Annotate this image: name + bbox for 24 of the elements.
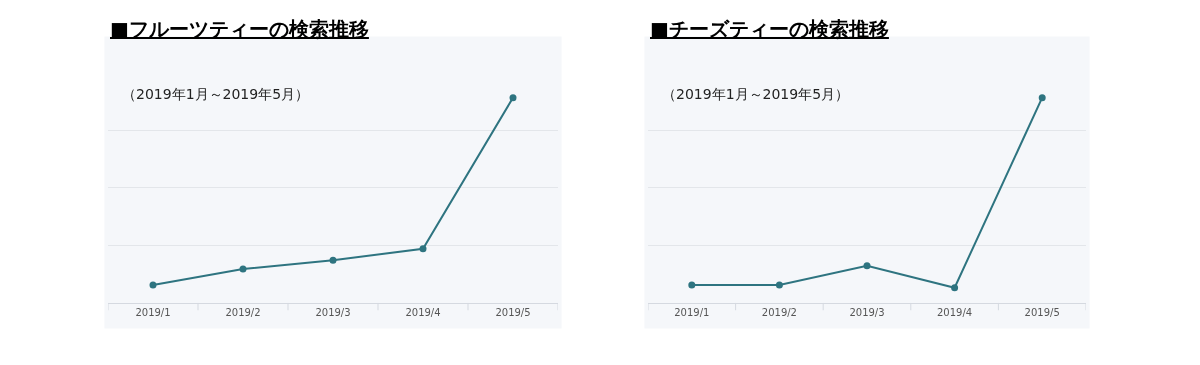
point (509, 94, 517, 102)
x-tick-label: 2019/4 (405, 306, 441, 318)
x-tick-label: 2019/3 (849, 306, 885, 318)
x-tick-label: 2019/2 (225, 306, 261, 318)
x-tick-label: 2019/1 (674, 306, 710, 318)
annotation: （2019年1月～2019年5月） (122, 86, 310, 102)
point (329, 256, 337, 264)
annotation: （2019年1月～2019年5月） (662, 86, 850, 102)
point (1038, 94, 1046, 102)
point (149, 281, 157, 289)
x-tick-label: 2019/3 (315, 306, 351, 318)
chart-title: ■チーズティーの検索推移 (650, 17, 889, 41)
point (419, 245, 427, 253)
point (239, 265, 247, 273)
point (863, 262, 871, 270)
chart-title: ■フルーツティーの検索推移 (110, 17, 369, 41)
x-tick-label: 2019/2 (761, 306, 797, 318)
x-tick-label: 2019/1 (135, 306, 171, 318)
x-tick-label: 2019/4 (937, 306, 973, 318)
x-tick-label: 2019/5 (495, 306, 531, 318)
point (951, 284, 959, 292)
point (688, 281, 696, 289)
point (775, 281, 783, 289)
x-tick-label: 2019/5 (1024, 306, 1060, 318)
